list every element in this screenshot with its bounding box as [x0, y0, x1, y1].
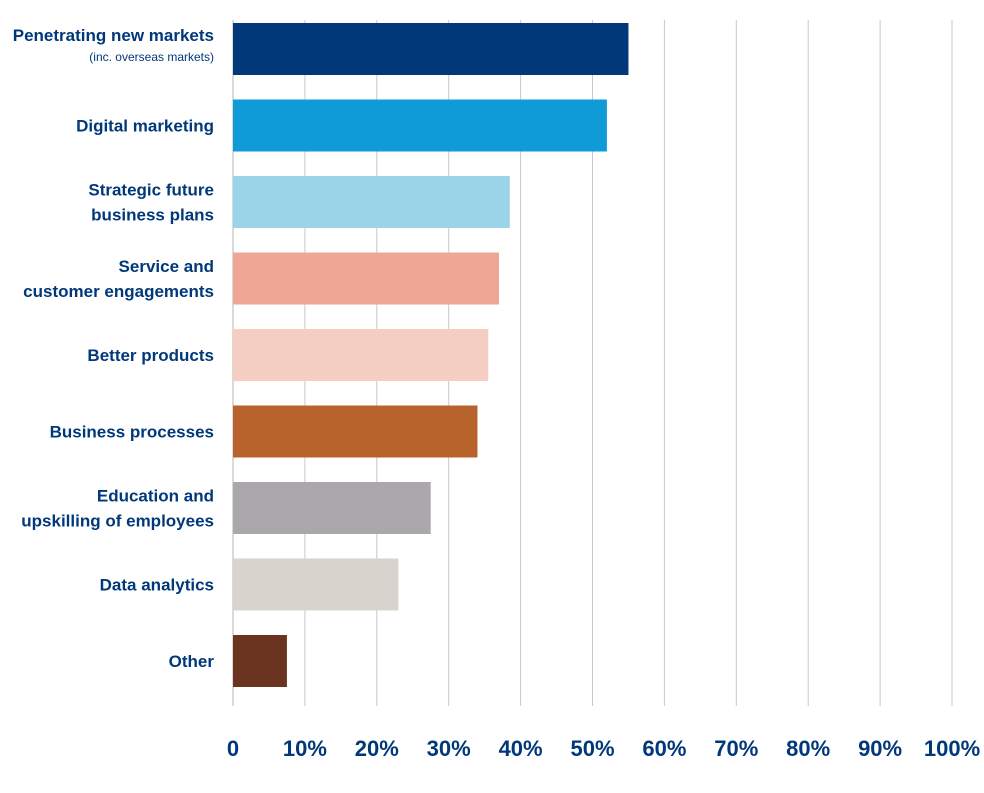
bar-3 [233, 176, 510, 228]
bars [233, 23, 629, 687]
category-label: upskilling of employees [21, 512, 214, 531]
bar-2 [233, 99, 607, 152]
x-tick-label: 40% [499, 736, 543, 761]
x-tick-label: 0 [227, 736, 239, 761]
category-label: Data analytics [100, 576, 214, 595]
x-tick-label: 20% [355, 736, 399, 761]
category-label: customer engagements [23, 282, 214, 301]
category-label: Strategic future [88, 181, 214, 200]
bar-9 [233, 635, 287, 687]
x-tick-label: 60% [642, 736, 686, 761]
bar-8 [233, 558, 399, 611]
category-label: Digital marketing [76, 117, 214, 136]
category-label: Business processes [50, 423, 214, 442]
category-label: Service and [119, 257, 214, 276]
category-label: Education and [97, 487, 214, 506]
category-label: Better products [87, 346, 214, 365]
bar-7 [233, 482, 431, 534]
x-tick-label: 50% [570, 736, 614, 761]
category-labels: Penetrating new markets (inc. overseas ma… [13, 26, 215, 671]
bar-6 [233, 405, 478, 458]
bar-5 [233, 329, 489, 381]
x-axis-tick-labels: 0 10% 20% 30% 40% 50% 60% 70% 80% 90% 100% [227, 736, 980, 761]
category-sublabel: (inc. overseas markets) [89, 50, 214, 64]
x-tick-label: 10% [283, 736, 327, 761]
x-tick-label: 80% [786, 736, 830, 761]
x-tick-label: 100% [924, 736, 980, 761]
bar-4 [233, 252, 500, 305]
bar-1 [233, 23, 629, 75]
x-tick-label: 90% [858, 736, 902, 761]
category-label: Other [169, 652, 215, 671]
category-label: Penetrating new markets [13, 26, 214, 45]
x-tick-label: 70% [714, 736, 758, 761]
category-label: business plans [91, 206, 214, 225]
x-tick-label: 30% [427, 736, 471, 761]
